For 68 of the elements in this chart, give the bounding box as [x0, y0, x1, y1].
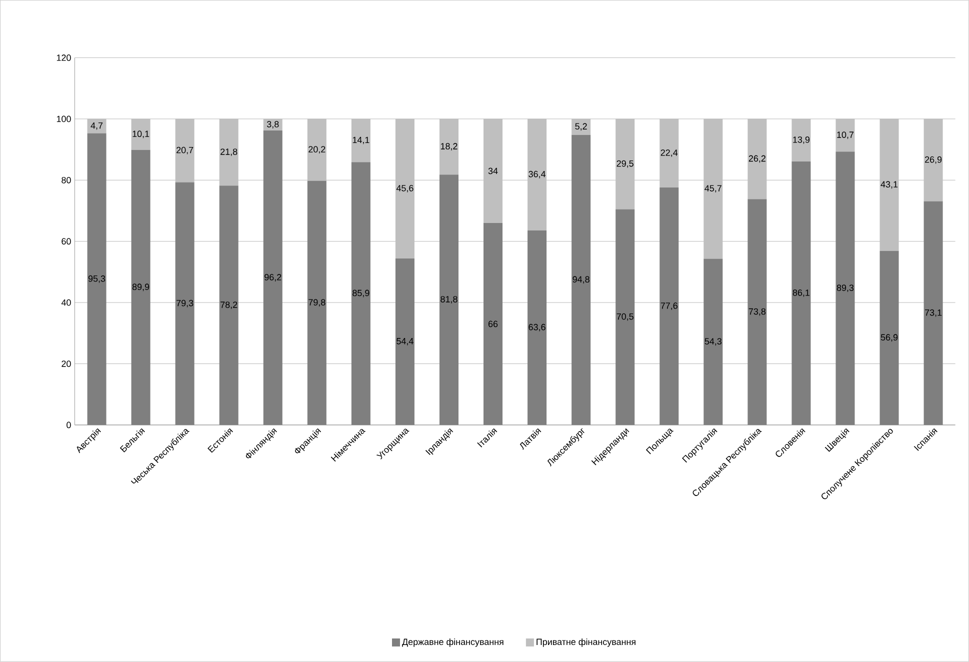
bar	[395, 119, 414, 259]
data-label: 73,1	[925, 309, 942, 317]
bar	[219, 119, 238, 186]
bar	[439, 119, 458, 175]
data-label: 89,3	[836, 284, 854, 292]
data-label: 29,5	[616, 160, 634, 168]
data-label: 45,6	[396, 185, 414, 192]
bar	[484, 119, 503, 224]
y-tick-label: 20	[62, 360, 71, 368]
legend-label: Приватне фінансування	[536, 638, 636, 647]
legend-label: Державне фінансування	[402, 638, 504, 647]
data-label: 4,7	[90, 122, 103, 130]
data-label: 36,4	[528, 171, 546, 178]
data-label: 3,8	[266, 121, 279, 129]
data-label: 21,8	[220, 148, 238, 156]
bar	[924, 119, 943, 202]
y-tick-label: 120	[56, 54, 71, 61]
bar	[616, 119, 635, 210]
bar	[175, 119, 194, 182]
data-label: 79,3	[176, 300, 194, 308]
bar	[528, 119, 547, 230]
data-label: 22,4	[660, 150, 678, 157]
data-label: 10,1	[132, 130, 150, 138]
data-label: 86,1	[792, 290, 810, 297]
bar	[836, 119, 855, 152]
y-tick-label: 0	[66, 422, 71, 428]
y-tick-label: 80	[62, 177, 71, 184]
data-label: 56,9	[880, 334, 898, 342]
data-label: 78,2	[220, 302, 238, 310]
data-label: 94,8	[572, 276, 590, 284]
bar	[87, 119, 106, 134]
bar	[748, 119, 767, 200]
data-label: 66	[488, 320, 498, 328]
data-label: 45,7	[704, 185, 722, 193]
data-label: 20,2	[308, 146, 326, 154]
data-label: 79,8	[308, 299, 326, 307]
data-label: 89,9	[132, 284, 150, 292]
data-label: 18,2	[440, 143, 458, 151]
y-tick-label: 40	[61, 299, 71, 306]
data-label: 13,9	[793, 136, 810, 144]
data-label: 95,3	[88, 276, 106, 283]
bar	[660, 119, 679, 188]
data-label: 96,2	[264, 274, 282, 282]
bar	[880, 119, 899, 251]
data-label: 10,7	[837, 132, 854, 140]
bar	[792, 119, 811, 162]
data-label: 26,2	[748, 155, 766, 163]
data-label: 43,1	[880, 181, 898, 189]
data-label: 26,9	[925, 156, 942, 164]
y-tick-label: 60	[62, 238, 71, 245]
bar	[131, 119, 150, 150]
data-label: 20,7	[176, 146, 194, 154]
data-label: 85,9	[352, 290, 370, 298]
data-label: 70,5	[616, 313, 634, 321]
bar	[704, 119, 723, 259]
bar	[351, 119, 370, 162]
y-tick-label: 100	[56, 116, 71, 122]
data-label: 5,2	[575, 123, 587, 131]
data-label: 34	[488, 168, 498, 174]
data-label: 63,6	[528, 324, 546, 332]
data-label: 81,8	[440, 296, 458, 304]
data-label: 54,4	[396, 338, 414, 346]
data-label: 54,3	[704, 338, 722, 346]
data-label: 73,8	[748, 308, 766, 316]
bar	[572, 119, 591, 135]
bar	[307, 119, 326, 181]
data-label: 14,1	[352, 136, 370, 144]
data-label: 77,6	[660, 302, 678, 310]
